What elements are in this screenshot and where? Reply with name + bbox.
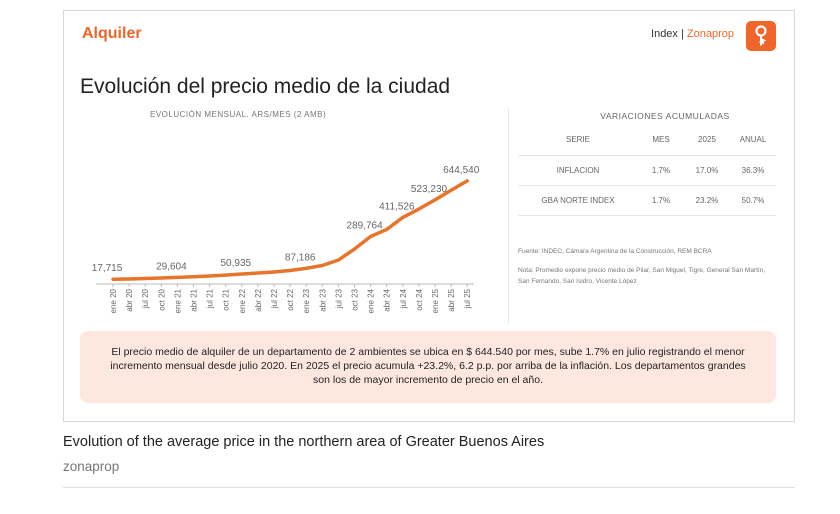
data-label: 50,935 bbox=[221, 258, 252, 269]
chart-title: EVOLUCIÓN MENSUAL. ARS/MES (2 AMB) bbox=[150, 110, 327, 119]
page-title: Evolución del precio medio de la ciudad bbox=[80, 75, 451, 98]
x-tick-label: abr 24 bbox=[383, 288, 392, 311]
x-tick-label: abr 21 bbox=[190, 288, 199, 311]
x-tick-label: jul 20 bbox=[141, 288, 150, 309]
x-tick-label: jul 21 bbox=[206, 288, 215, 309]
source-note: Fuente: INDEC, Cámara Argentina de la Co… bbox=[518, 248, 712, 255]
data-label: 644,540 bbox=[443, 165, 480, 176]
x-tick-label: abr 25 bbox=[447, 288, 456, 311]
x-tick-label: abr 20 bbox=[125, 288, 134, 311]
table-row: INFLACION 1.7% 17.0% 36.3% bbox=[518, 156, 776, 186]
data-label: 523,230 bbox=[411, 184, 448, 195]
brand-title: Alquiler bbox=[82, 25, 142, 42]
index-label: Index | Zonaprop bbox=[651, 28, 734, 40]
x-tick-label: jul 24 bbox=[399, 288, 408, 309]
x-tick-label: jul 22 bbox=[270, 288, 279, 309]
footnote: Nota: Promedio expone precio medio de Pi… bbox=[518, 267, 766, 285]
data-label: 17,715 bbox=[92, 263, 123, 274]
divider bbox=[63, 487, 795, 488]
x-tick-label: jul 23 bbox=[334, 288, 343, 309]
series-line bbox=[111, 179, 469, 281]
x-tick-label: oct 21 bbox=[222, 288, 231, 310]
data-label: 87,186 bbox=[285, 252, 316, 263]
variations-table: VARIACIONES ACUMULADAS SERIE MES 2025 ANUAL… bbox=[510, 111, 780, 287]
summary-box: El precio medio de alquiler de un depart… bbox=[80, 331, 776, 403]
image-caption: Evolution of the average price in the no… bbox=[63, 434, 545, 450]
divider bbox=[508, 109, 509, 324]
image-credit: zonaprop bbox=[63, 459, 120, 474]
x-tick-label: ene 21 bbox=[173, 288, 182, 313]
variations-title: VARIACIONES ACUMULADAS bbox=[600, 111, 730, 121]
table-row: GBA NORTE INDEX 1.7% 23.2% 50.7% bbox=[518, 186, 776, 216]
x-tick-label: jul 25 bbox=[463, 288, 472, 309]
x-tick-label: oct 23 bbox=[351, 288, 360, 310]
zonaprop-key-icon bbox=[746, 21, 776, 51]
data-label: 411,526 bbox=[379, 201, 415, 212]
x-tick-label: oct 22 bbox=[286, 288, 295, 310]
data-label: 289,764 bbox=[347, 221, 384, 232]
x-tick-label: ene 24 bbox=[367, 288, 376, 313]
line-chart: ene 20 abr 20 jul 20 oct 20 ene 21 abr 21 jul … bbox=[92, 165, 480, 314]
data-label: 29,604 bbox=[156, 261, 187, 272]
x-tick-label: ene 22 bbox=[238, 288, 247, 313]
x-tick-label: ene 20 bbox=[109, 288, 118, 313]
x-tick-label: ene 25 bbox=[431, 288, 440, 313]
x-tick-label: abr 22 bbox=[254, 288, 263, 311]
infographic-card: Alquiler Index | Zonaprop Evolución del … bbox=[63, 10, 795, 422]
x-tick-label: ene 23 bbox=[302, 288, 311, 313]
x-tick-label: oct 24 bbox=[415, 288, 424, 310]
table-header: SERIE MES 2025 ANUAL bbox=[518, 135, 776, 156]
x-tick-label: abr 23 bbox=[318, 288, 327, 311]
x-tick-label: oct 20 bbox=[157, 288, 166, 310]
